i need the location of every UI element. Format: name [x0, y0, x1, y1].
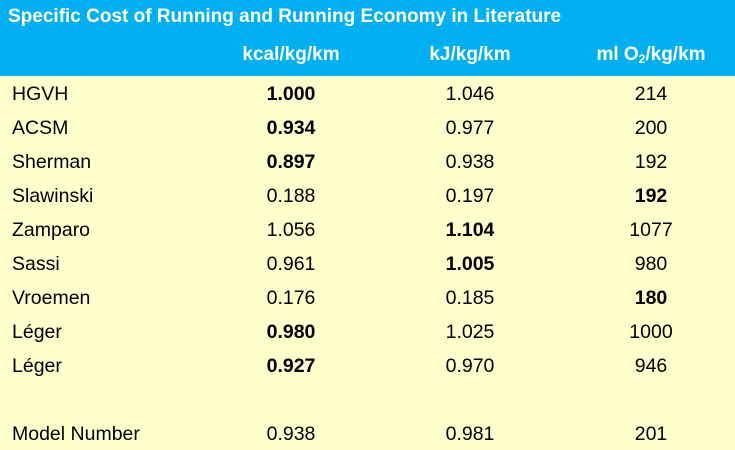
value-kcal: 0.897	[266, 151, 316, 173]
table-row: Léger 0.980 1.025 1000	[0, 315, 735, 349]
value-ml-o2: 946	[634, 355, 668, 377]
row-name: Léger	[12, 355, 62, 377]
table-row: Sassi 0.961 1.005 980	[0, 247, 735, 281]
column-header-ml-o2: ml O2/kg/km	[596, 44, 705, 66]
value-ml-o2: 180	[634, 287, 668, 309]
value-kj: 1.025	[445, 321, 495, 343]
value-kj: 0.977	[445, 117, 495, 139]
column-header-ml-o2-post: /kg/km	[645, 44, 706, 65]
table-row: Léger 0.927 0.970 946	[0, 349, 735, 383]
table-row: Sherman 0.897 0.938 192	[0, 145, 735, 179]
value-kj: 1.046	[445, 83, 495, 105]
table-row: Slawinski 0.188 0.197 192	[0, 179, 735, 213]
row-name: Sassi	[12, 253, 60, 275]
value-kj: 0.970	[445, 355, 495, 377]
row-name: Zamparo	[12, 219, 91, 241]
value-kj: 1.005	[445, 253, 495, 275]
value-ml-o2: 1000	[629, 321, 673, 343]
table-row: HGVH 1.000 1.046 214	[0, 77, 735, 111]
row-name: Sherman	[12, 151, 92, 173]
value-ml-o2: 192	[634, 151, 668, 173]
value-kcal: 0.188	[266, 185, 316, 207]
column-header-kj: kJ/kg/km	[429, 44, 511, 65]
summary-row: Model Number 0.938 0.981 201	[0, 417, 735, 450]
value-kcal: 0.934	[266, 117, 316, 139]
value-ml-o2: 200	[634, 117, 668, 139]
summary-value-ml-o2: 201	[634, 423, 668, 445]
value-kj: 1.104	[445, 219, 495, 241]
value-ml-o2: 1077	[629, 219, 673, 241]
value-kcal: 0.176	[266, 287, 316, 309]
table-header: Specific Cost of Running and Running Eco…	[0, 0, 735, 76]
row-name: HGVH	[12, 83, 69, 105]
column-header-ml-o2-pre: ml O	[596, 44, 639, 65]
summary-value-kcal: 0.938	[266, 423, 316, 445]
value-ml-o2: 214	[634, 83, 668, 105]
value-kcal: 0.927	[266, 355, 316, 377]
value-kcal: 1.056	[266, 219, 316, 241]
column-header-ml-o2-sub: 2	[638, 52, 646, 66]
value-ml-o2: 980	[634, 253, 668, 275]
value-kcal: 1.000	[266, 83, 316, 105]
row-name: Slawinski	[12, 185, 94, 207]
summary-name: Model Number	[12, 423, 140, 445]
row-name: Léger	[12, 321, 62, 343]
table-row: Vroemen 0.176 0.185 180	[0, 281, 735, 315]
row-name: Vroemen	[12, 287, 91, 309]
value-kj: 0.185	[445, 287, 495, 309]
value-kj: 0.938	[445, 151, 495, 173]
row-name: ACSM	[12, 117, 69, 139]
table-row: ACSM 0.934 0.977 200	[0, 111, 735, 145]
value-kcal: 0.961	[266, 253, 316, 275]
column-header-kcal: kcal/kg/km	[242, 44, 340, 65]
summary-value-kj: 0.981	[445, 423, 495, 445]
table-row: Zamparo 1.056 1.104 1077	[0, 213, 735, 247]
value-kj: 0.197	[445, 185, 495, 207]
value-ml-o2: 192	[634, 185, 668, 207]
value-kcal: 0.980	[266, 321, 316, 343]
table-title: Specific Cost of Running and Running Eco…	[8, 6, 562, 27]
